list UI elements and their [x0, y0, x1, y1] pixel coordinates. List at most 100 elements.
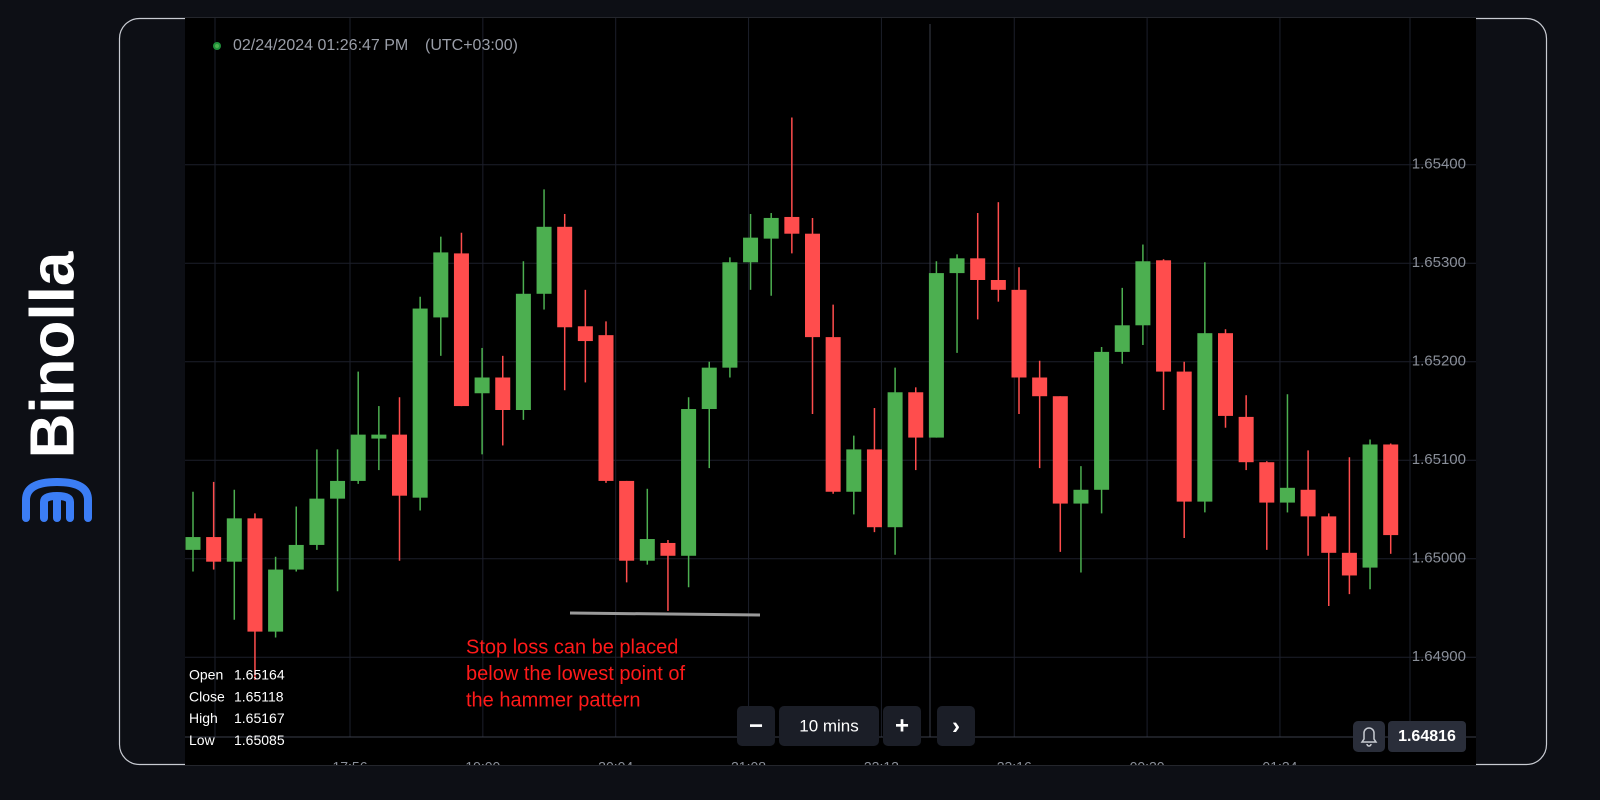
candle-body — [392, 434, 407, 496]
candle-body — [1114, 325, 1130, 352]
current-price: 1.64816 — [1398, 728, 1456, 745]
ohlc-label: Close — [189, 688, 225, 704]
candle-body — [722, 262, 738, 368]
candle-body — [1321, 516, 1337, 553]
candle-body — [1341, 552, 1357, 576]
y-tick-label: 1.64900 — [1412, 648, 1466, 665]
x-tick-label: 22:12 — [864, 759, 899, 775]
candle-body — [206, 537, 222, 562]
scroll-next-button[interactable] — [937, 706, 975, 746]
y-tick-label: 1.65200 — [1412, 353, 1466, 370]
alert-button[interactable] — [1353, 721, 1385, 752]
candle-body — [412, 308, 428, 498]
candle-body — [743, 237, 759, 263]
status-dot-inner — [215, 44, 219, 48]
candle-body — [763, 217, 779, 239]
candle-body — [619, 480, 635, 561]
candle-body — [990, 279, 1006, 290]
candle-body — [784, 216, 800, 234]
candle-body — [1032, 377, 1048, 397]
candle-body — [474, 377, 490, 394]
y-tick-label: 1.65000 — [1412, 550, 1466, 567]
ohlc-label: High — [189, 710, 218, 726]
ohlc-label: Open — [189, 667, 223, 683]
annotation: Stop loss can be placed — [466, 636, 678, 658]
candle-body — [350, 434, 366, 481]
candle-body — [908, 392, 924, 438]
y-tick-label: 1.65300 — [1412, 254, 1466, 271]
candle-body — [495, 377, 511, 411]
chart: 17:56 19:00 20:04 21:08 22:12 23:16 00:20 01:24… — [185, 18, 1476, 775]
candle-body — [1156, 260, 1172, 372]
candle-body — [433, 252, 449, 318]
timezone: (UTC+03:00) — [425, 37, 518, 54]
candle-body — [1383, 444, 1399, 536]
candle-body — [660, 542, 676, 556]
candle-body — [825, 337, 841, 492]
candle-body — [846, 449, 862, 492]
candle-body — [185, 537, 201, 550]
candle-body — [247, 518, 263, 632]
candle-body — [453, 253, 469, 407]
candle-body — [309, 498, 325, 545]
zoom-out[interactable]: − — [749, 712, 763, 739]
candle-body — [371, 434, 387, 439]
ohlc-value: 1.65164 — [234, 667, 285, 683]
candle-body — [681, 409, 697, 556]
zoom-interval-button[interactable] — [779, 706, 879, 746]
candle-body — [701, 367, 717, 410]
candle-body — [598, 335, 614, 481]
candle-body — [1279, 487, 1295, 503]
candle-body — [268, 569, 284, 632]
ohlc-value: 1.65118 — [234, 688, 284, 704]
y-tick-label: 1.65100 — [1412, 451, 1466, 468]
candle-body — [866, 449, 882, 528]
zoom-interval[interactable]: 10 mins — [799, 716, 859, 735]
brand-logo: Binolla — [18, 251, 87, 458]
x-tick-label: 21:08 — [731, 759, 766, 775]
alert-icon — [1360, 727, 1378, 747]
candle-body — [949, 258, 965, 274]
zoom-out-button[interactable] — [737, 706, 775, 746]
candle-body — [928, 273, 944, 438]
candle-body — [1300, 489, 1316, 517]
stop-loss-line — [569, 611, 761, 617]
candle-body — [1073, 489, 1089, 504]
ohlc-value: 1.65167 — [234, 710, 285, 726]
candle-body — [1218, 333, 1233, 416]
candle-body — [805, 233, 820, 338]
x-tick-label: 00:20 — [1130, 759, 1165, 775]
candle-body — [288, 544, 304, 570]
timestamp: 02/24/2024 01:26:47 PM — [233, 37, 408, 54]
candle-body — [1197, 333, 1213, 502]
zoom-in[interactable]: + — [895, 712, 909, 739]
candle-body — [1135, 261, 1151, 326]
candle-body — [536, 226, 552, 294]
zoom-in-button[interactable] — [883, 706, 921, 746]
candle-body — [1011, 289, 1027, 378]
candle-body — [1094, 351, 1110, 490]
candle-body — [639, 539, 655, 561]
candle-body — [515, 293, 531, 411]
annotation: the hammer pattern — [466, 689, 641, 711]
x-tick-label: 23:16 — [997, 759, 1032, 775]
candle-body — [330, 480, 346, 499]
candle-body — [970, 258, 986, 280]
x-tick-label: 19:00 — [465, 759, 500, 775]
candle-body — [1176, 371, 1192, 502]
x-tick-label: 20:04 — [598, 759, 633, 775]
price-box — [1388, 721, 1466, 752]
candle-body — [887, 392, 903, 528]
scroll-next[interactable]: › — [952, 712, 960, 739]
candle-body — [1362, 444, 1378, 568]
candle-body — [1052, 396, 1068, 504]
candle-body — [1238, 416, 1254, 463]
ohlc-value: 1.65085 — [234, 732, 285, 748]
candle-body — [577, 326, 593, 342]
brand-icon — [22, 477, 92, 522]
ohlc-label: Low — [189, 732, 216, 748]
x-tick-label: 17:56 — [332, 759, 367, 775]
candle-body — [557, 226, 573, 328]
annotation: below the lowest point of — [466, 663, 685, 685]
